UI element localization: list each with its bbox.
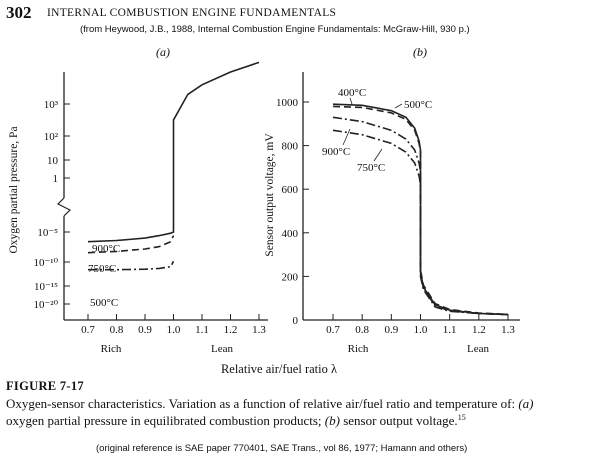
panel-b-series-line [332, 105, 509, 316]
panel-a-series-line [88, 260, 175, 271]
panel-b-series-label: 900°C [322, 146, 350, 158]
page-number: 302 [6, 3, 32, 22]
panel-a-y-tick-label: 1 [53, 173, 59, 185]
panel-a-series-label: 500°C [90, 297, 118, 309]
panel-a-series-label: 900°C [92, 243, 120, 255]
panel-a-axis-break [56, 197, 72, 217]
panel-a-x-tick-label: 1.2 [224, 324, 238, 336]
panel-b-x-tick-label: 0.8 [355, 324, 369, 336]
panel-b-y-label: Sensor output voltage, mV [264, 133, 276, 257]
panel-a-y-tick-label: 10⁻⁵ [37, 227, 58, 239]
panel-b-leader-400 [349, 97, 353, 105]
panel-b-series-line [332, 116, 509, 316]
panel-a-x-tick-label: 1.3 [252, 324, 266, 336]
panel-b-x-tick-label: 0.9 [384, 324, 398, 336]
panel-b-y-tick-label: 1000 [276, 97, 299, 109]
panel-b-x-tick-label: 1.0 [414, 324, 428, 336]
panel-b-x-tick-label: 1.1 [443, 324, 457, 336]
panel-b-region-rich: Rich [348, 343, 369, 355]
panel-a-y-tick-label: 10⁻¹⁰ [33, 257, 58, 269]
panel-a-region-rich: Rich [101, 343, 122, 355]
panel-a-y-tick-label: 10² [44, 131, 59, 143]
panel-b-x-tick-label: 0.7 [326, 324, 340, 336]
original-reference: (original reference is SAE paper 770401,… [96, 443, 468, 454]
panel-b-label: (b) [413, 45, 427, 59]
panel-a-y-tick-label: 10⁻¹⁵ [34, 281, 58, 293]
caption-line-2-end: sensor output voltage. [339, 413, 458, 428]
panel-a-y-label: Oxygen partial pressure, Pa [8, 126, 20, 253]
figure-7-17: (a) 10³ 10² 10 1 10⁻⁵ 10⁻¹⁰ 10⁻¹⁵ 10⁻²⁰ 0.7 0.8 0.9… [8, 45, 520, 376]
panel-b-y-tick-label: 0 [293, 315, 299, 327]
panel-b-series-label: 400°C [338, 87, 366, 99]
caption-line-1-text: Oxygen-sensor characteristics. Variation… [6, 396, 519, 411]
panel-b-x-tick-label: 1.3 [501, 324, 515, 336]
panel-b-region-lean: Lean [467, 343, 489, 355]
panel-a-x-tick-label: 1.1 [195, 324, 209, 336]
panel-a-y-tick-label: 10³ [44, 99, 59, 111]
panel-b-series-line [332, 103, 509, 316]
panel-b-leader-900 [342, 128, 351, 146]
source-note: (from Heywood, J.B., 1988, Internal Comb… [80, 24, 470, 35]
panel-b-y-tick-label: 800 [282, 141, 299, 153]
panel-b-leader-500 [394, 103, 403, 109]
caption-line-2-text: oxygen partial pressure in equilibrated … [6, 413, 325, 428]
caption-line-2: oxygen partial pressure in equilibrated … [6, 413, 466, 429]
panel-a-x-tick-label: 0.7 [81, 324, 95, 336]
running-head: INTERNAL COMBUSTION ENGINE FUNDAMENTALS [47, 7, 337, 19]
panel-b-leader-750 [373, 148, 383, 162]
panel-b-y-tick-label: 600 [282, 184, 299, 196]
panel-b-x-tick-label: 1.2 [472, 324, 486, 336]
shared-xlabel: Relative air/fuel ratio λ [221, 362, 337, 376]
panel-b-series-label: 750°C [357, 162, 385, 174]
panel-a-series-label: 750°C [88, 263, 116, 275]
panel-a-x-tick-label: 0.9 [138, 324, 152, 336]
figure-label: FIGURE 7-17 [6, 379, 84, 393]
panel-b-chart: (b) 0 200 400 600 800 1000 0.7 0.8 0.9 1.0 1.1 1.2 1.… [264, 45, 520, 355]
panel-b-y-tick-label: 200 [282, 271, 299, 283]
panel-a-label: (a) [156, 45, 170, 59]
panel-a-y-tick-label: 10 [47, 155, 59, 167]
panel-a-region-lean: Lean [211, 343, 233, 355]
panel-a-series-line [87, 235, 175, 254]
caption-panel-a-ref: (a) [518, 396, 534, 411]
panel-b-y-tick-label: 400 [282, 228, 299, 240]
panel-a-series-line [87, 61, 260, 243]
caption-reference-sup: 15 [457, 413, 466, 422]
panel-a-y-tick-label: 10⁻²⁰ [33, 299, 58, 311]
panel-b-series-label: 500°C [404, 99, 432, 111]
panel-a-x-tick-label: 1.0 [167, 324, 181, 336]
panel-a-x-tick-label: 0.8 [110, 324, 124, 336]
caption-panel-b-ref: (b) [324, 413, 340, 428]
panel-b-series-line [332, 129, 509, 316]
panel-a-chart: (a) 10³ 10² 10 1 10⁻⁵ 10⁻¹⁰ 10⁻¹⁵ 10⁻²⁰ 0.7 0.8 0.9… [8, 45, 268, 355]
caption-line-1: Oxygen-sensor characteristics. Variation… [6, 396, 534, 412]
